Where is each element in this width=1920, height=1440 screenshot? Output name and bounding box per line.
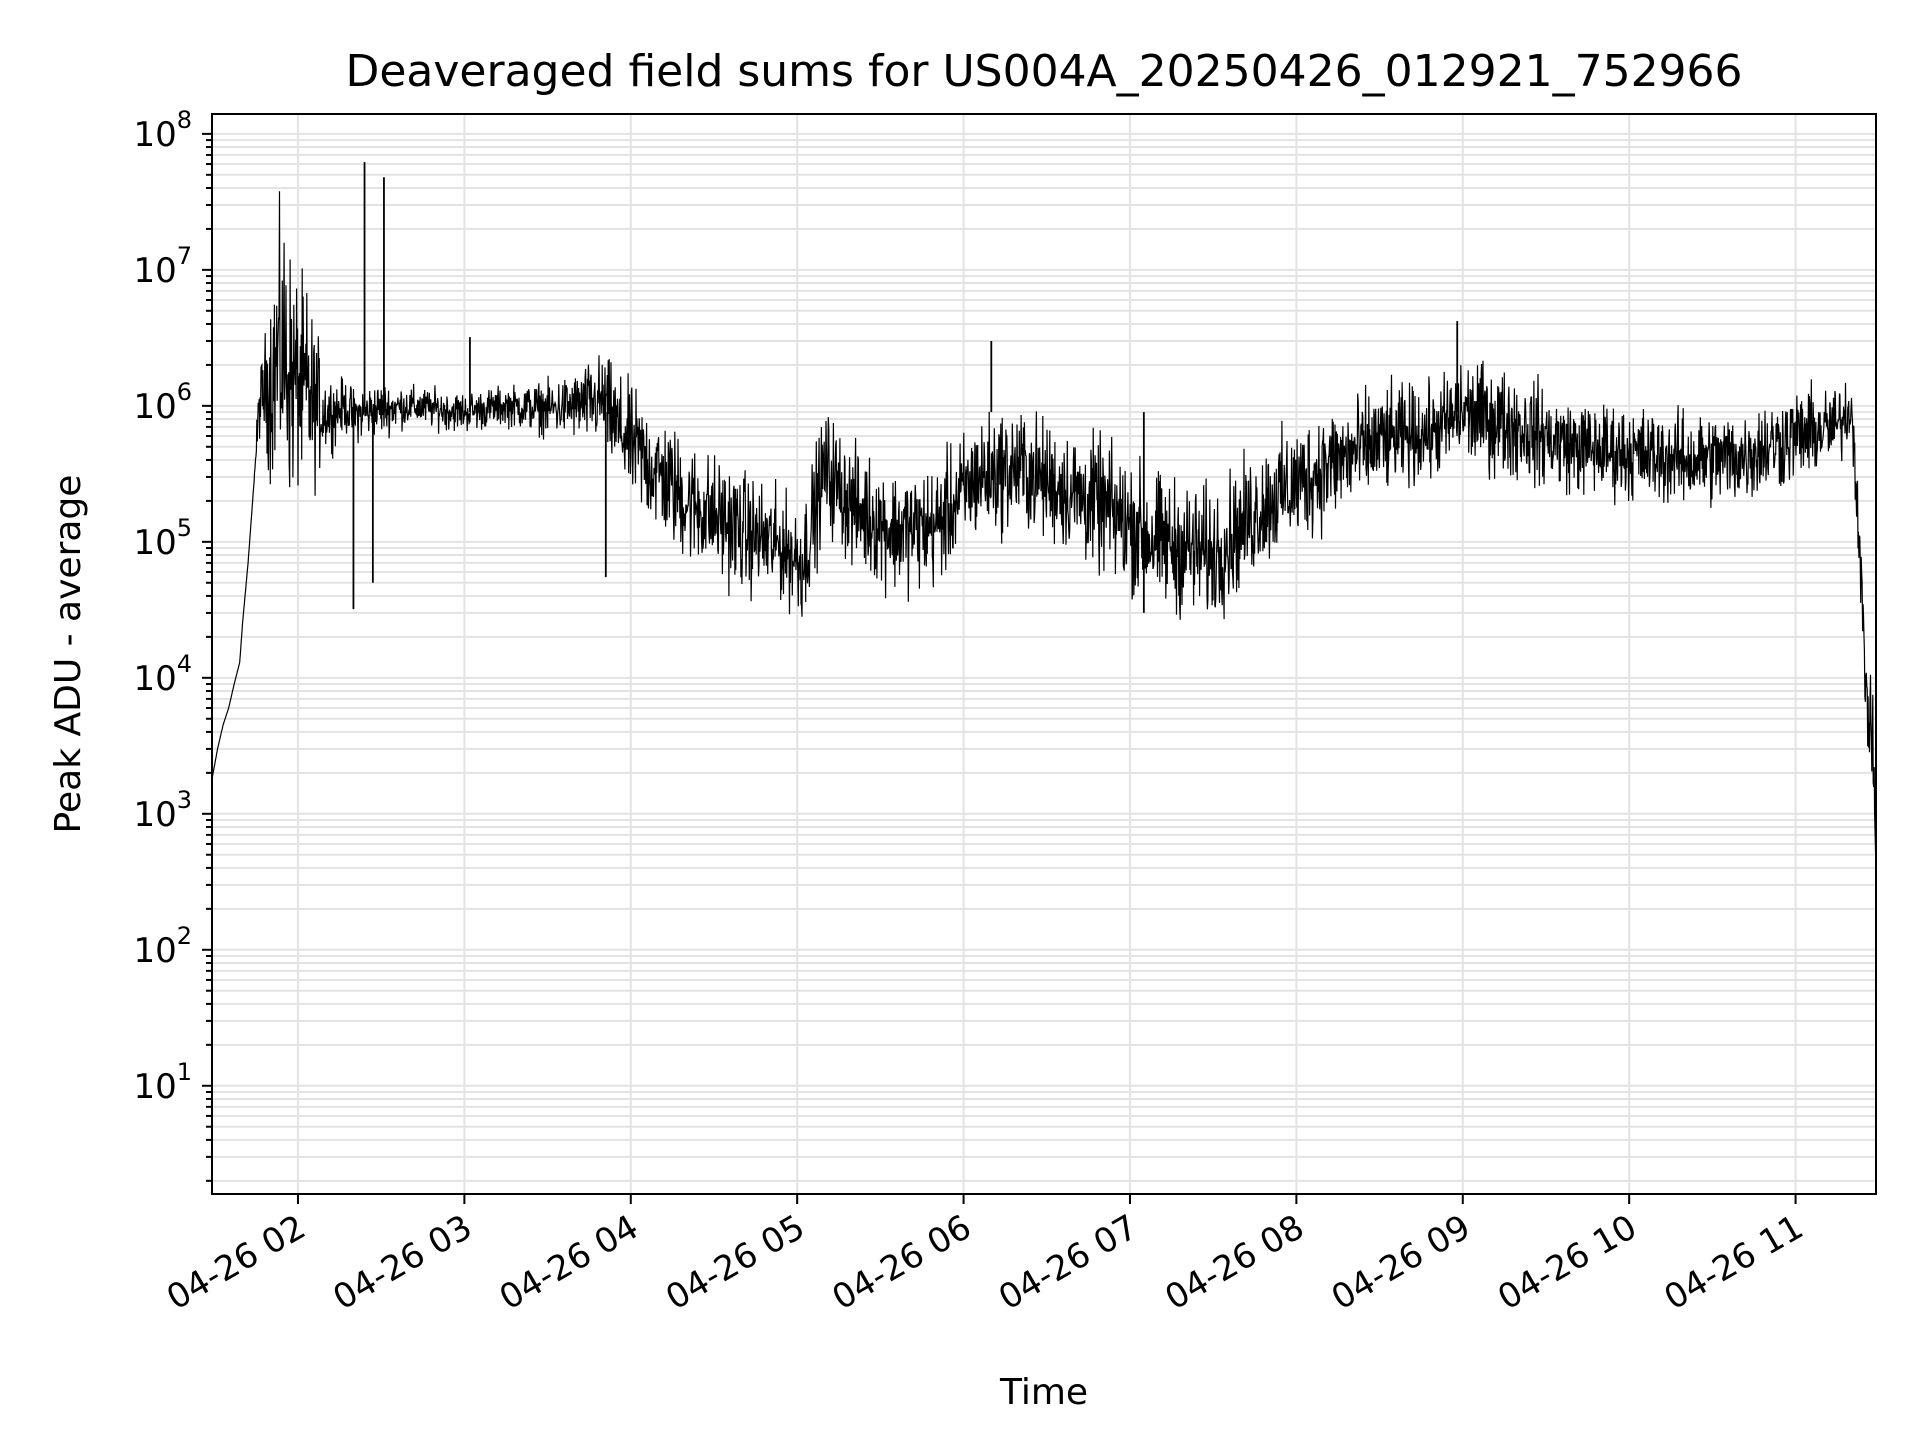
chart-title: Deaveraged field sums for US004A_2025042…: [345, 46, 1742, 97]
y-tick-base: 10: [133, 931, 176, 971]
y-tick-label: 105: [133, 514, 192, 563]
y-tick-exponent: 3: [177, 786, 192, 814]
y-tick-base: 10: [133, 523, 176, 563]
plot-frame: [211, 113, 1877, 1195]
y-tick-base: 10: [133, 251, 176, 291]
y-tick-exponent: 5: [177, 514, 192, 542]
plot-area: [212, 162, 1876, 868]
y-tick-exponent: 2: [177, 922, 192, 950]
y-tick-label: 108: [133, 106, 192, 155]
x-axis-label: Time: [999, 1372, 1088, 1413]
y-tick-base: 10: [133, 659, 176, 699]
y-tick-base: 10: [133, 115, 176, 155]
y-tick-exponent: 1: [177, 1058, 192, 1086]
y-tick-exponent: 6: [177, 378, 192, 406]
y-tick-exponent: 8: [177, 106, 192, 134]
y-tick-exponent: 4: [177, 650, 192, 678]
y-tick-label: 102: [133, 922, 192, 971]
series-line: [212, 191, 1876, 868]
y-tick-label: 103: [133, 786, 192, 835]
grid: [212, 114, 1876, 1194]
y-tick-label: 101: [133, 1058, 192, 1107]
y-tick-base: 10: [133, 795, 176, 835]
y-axis-label: Peak ADU - average: [48, 475, 89, 834]
y-tick-label: 107: [133, 242, 192, 291]
y-tick-base: 10: [133, 1067, 176, 1107]
y-tick-exponent: 7: [177, 242, 192, 270]
y-tick-label: 104: [133, 650, 192, 699]
y-tick-base: 10: [133, 387, 176, 427]
y-tick-label: 106: [133, 378, 192, 427]
